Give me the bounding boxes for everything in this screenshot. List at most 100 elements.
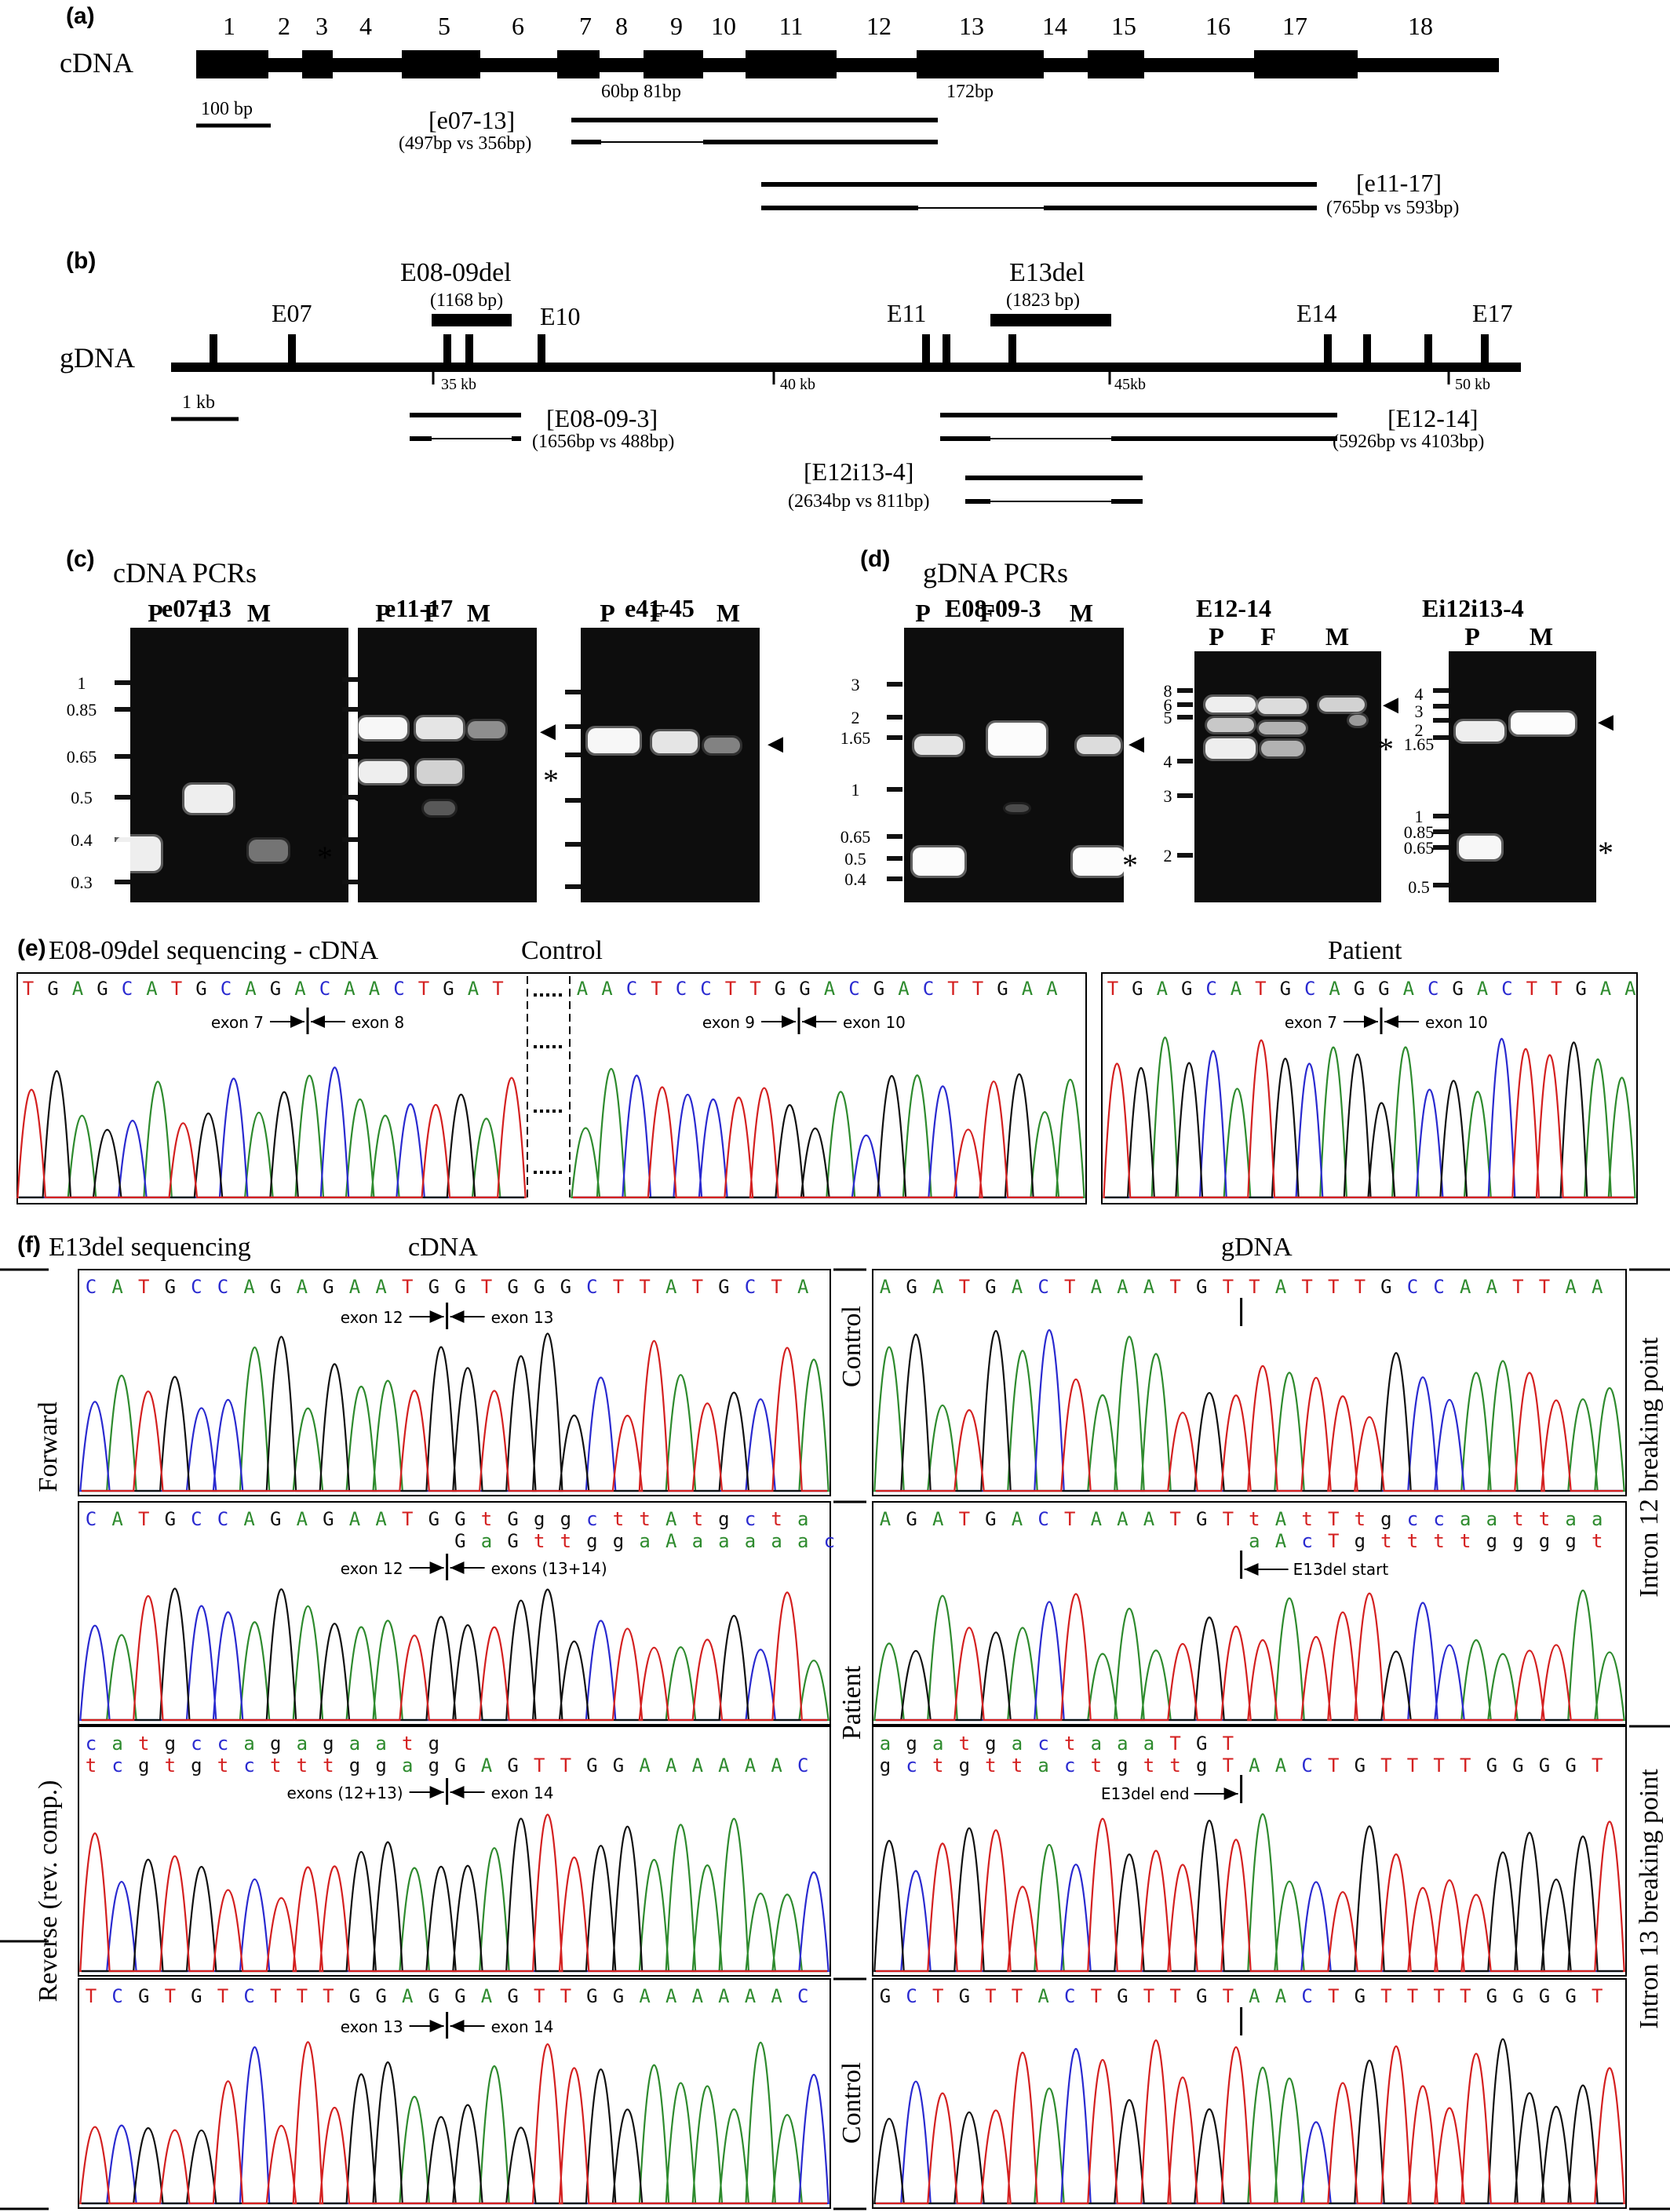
base-call: T [1592, 1985, 1603, 2007]
lane-label-P: P [1464, 622, 1480, 650]
e-control-trace-box [16, 972, 1087, 1204]
e-junction-7-10: exon 7 exon 10 [1285, 1008, 1488, 1034]
base-call: T [1255, 978, 1266, 1000]
base-call: C [745, 1276, 756, 1298]
ladder-tick [887, 834, 902, 839]
base-call: A [1046, 978, 1058, 1000]
trace-A [873, 1589, 1625, 1722]
base-call: G [138, 1985, 149, 2007]
gel-background [581, 628, 760, 902]
gel-band-glow [702, 735, 742, 756]
base-call: c [745, 1508, 756, 1530]
base-call: G [775, 978, 786, 1000]
trace-T [876, 1817, 1625, 1973]
amp-e12i13-4-sizes: (2634bp vs 811bp) [788, 491, 929, 512]
amp-e07-13-sizes: (497bp vs 356bp) [399, 133, 531, 154]
base-call: A [1275, 1276, 1287, 1298]
base-call: G [613, 1985, 624, 2007]
base-call: g [349, 1755, 360, 1777]
base-call: C [700, 978, 711, 1000]
trace-G [876, 1329, 1623, 1492]
base-call: c [1037, 1733, 1048, 1755]
base-call: C [797, 1985, 808, 2007]
svg-text:50 kb: 50 kb [1455, 376, 1490, 393]
base-call: G [195, 978, 206, 1000]
base-call: A [344, 978, 356, 1000]
base-call: G [880, 1985, 891, 2007]
base-call: T [323, 1985, 334, 2007]
base-call: C [586, 1276, 597, 1298]
amp-e08-09-3-wt [410, 413, 521, 417]
exon-number-13: 13 [959, 12, 984, 40]
base-call: g [428, 1733, 439, 1755]
base-call: t [165, 1755, 176, 1777]
base-call: G [718, 1276, 729, 1298]
base-call: t [1091, 1755, 1102, 1777]
base-call: A [745, 1755, 757, 1777]
base-call: c [1301, 1530, 1312, 1552]
gel-e41-45: P F M ◀ [565, 599, 783, 902]
gel-band [1207, 718, 1254, 732]
base-call: T [1091, 1985, 1102, 2007]
base-call: g [985, 1733, 996, 1755]
base-call: G [1486, 1985, 1497, 2007]
panel-a-label: (a) [66, 3, 95, 29]
gel-band-glow [421, 799, 458, 818]
base-call: C [1064, 1985, 1075, 2007]
base-call: A [1037, 1985, 1049, 2007]
trace-G [82, 1332, 827, 1492]
cdna-exon-box [302, 50, 333, 78]
base-call: G [1565, 1755, 1576, 1777]
base-call: T [639, 1276, 650, 1298]
base-call: t [959, 1733, 970, 1755]
base-call: G [1355, 1755, 1366, 1777]
trace-G [19, 1070, 524, 1199]
base-call: G [985, 1276, 996, 1298]
base-call: A [1624, 978, 1636, 1000]
ladder-label: 1.65 [1404, 734, 1435, 754]
ladder-tick [565, 884, 581, 889]
panel-e-label: (e) [17, 935, 46, 961]
base-call: t [560, 1530, 571, 1552]
base-call: T [959, 1508, 970, 1530]
base-call: G [1452, 978, 1463, 1000]
e-patient-label: Patient [1328, 936, 1402, 965]
base-call: T [932, 1985, 943, 2007]
base-call: a [771, 1530, 782, 1552]
base-call: G [1539, 1755, 1550, 1777]
f-intron12-label: Intron 12 breaking point [1635, 1337, 1664, 1598]
exon-label-e11: E11 [887, 299, 926, 327]
base-call: A [771, 1755, 782, 1777]
amp-e12-14-sizes: (5926bp vs 4103bp) [1333, 432, 1484, 452]
base-call: A [1275, 1508, 1287, 1530]
base-call: T [86, 1985, 97, 2007]
base-call: T [1526, 978, 1537, 1000]
lane-label-P: P [148, 599, 163, 627]
base-call: A [932, 1276, 944, 1298]
ladder-tick [115, 754, 130, 759]
base-call: A [111, 1508, 123, 1530]
base-call: G [1539, 1985, 1550, 2007]
panel-f: (f) E13del sequencing cDNA gDNA Forward … [0, 1232, 1670, 2210]
base-call: g [1539, 1530, 1550, 1552]
base-call: G [270, 1508, 281, 1530]
gel-band [588, 728, 640, 753]
f-gdna-trace [873, 1589, 1625, 1722]
base-call: g [1196, 1755, 1207, 1777]
base-call: A [1329, 978, 1340, 1000]
base-call: A [665, 1508, 677, 1530]
base-call: G [349, 1985, 360, 2007]
ladder-tick [565, 724, 581, 729]
svg-text:exons (12+13): exons (12+13) [286, 1784, 403, 1802]
ladder-label: 3 [1164, 786, 1172, 806]
base-call: G [507, 1530, 518, 1552]
base-call: A [771, 1985, 782, 2007]
base-call: t [270, 1755, 281, 1777]
cdna-small-exon-sizes: 60bp 81bp [601, 82, 681, 102]
cdna-exon-boxes [196, 50, 1358, 78]
e-patient-trace-box [1101, 972, 1638, 1204]
base-call: A [718, 1755, 730, 1777]
base-call: t [1512, 1508, 1523, 1530]
gel-e41-45-title: e41-45 [625, 594, 695, 622]
base-call: g [1486, 1530, 1497, 1552]
